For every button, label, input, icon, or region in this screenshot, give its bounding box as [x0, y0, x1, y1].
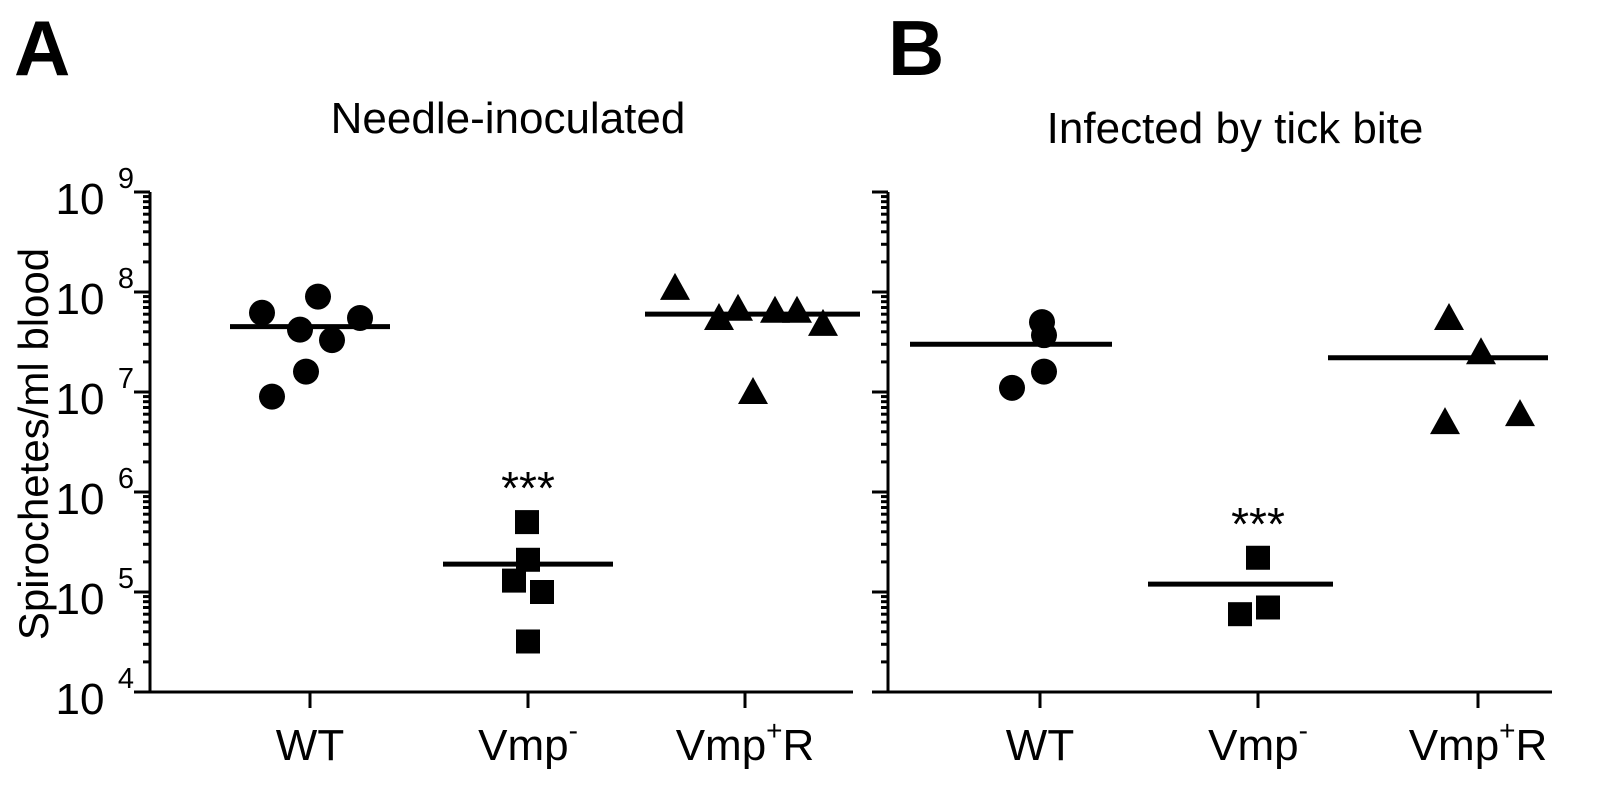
y-tick-exponent: 8	[118, 263, 134, 295]
panel-b-title: Infected by tick bite	[1047, 104, 1424, 153]
panel-a-point-square	[530, 580, 554, 604]
y-tick-label: 10	[56, 275, 105, 324]
panel-b-x-tick-label: Vmp-	[1208, 715, 1308, 770]
panel-b-point-circle	[999, 374, 1025, 401]
panel-b-x-tick-label: Vmp+R	[1409, 715, 1548, 770]
y-tick-exponent: 6	[118, 463, 134, 495]
y-tick-exponent: 9	[118, 163, 134, 195]
panel-a-point-square	[515, 510, 539, 535]
panel-a-title: Needle-inoculated	[331, 94, 686, 143]
panel-a-point-circle	[293, 358, 319, 385]
panel-a-significance-annotation: ***	[501, 462, 555, 514]
y-tick-label: 10	[56, 475, 105, 524]
panel-b-point-triangle	[1505, 399, 1535, 427]
panel-a-point-circle	[305, 283, 331, 310]
y-tick-label: 10	[56, 175, 105, 224]
panel-b-letter: B	[888, 4, 944, 92]
panel-a-point-triangle	[738, 377, 768, 404]
panel-a-letter: A	[14, 4, 70, 92]
panel-a-point-square	[516, 629, 540, 654]
panel-b-point-circle	[1031, 358, 1057, 385]
y-axis-label: Spirochetes/ml blood	[10, 248, 57, 640]
panel-a-x-tick-label: WT	[276, 721, 344, 770]
panel-a-point-triangle	[782, 295, 812, 323]
panel-b-point-triangle	[1434, 302, 1464, 330]
y-tick-exponent: 7	[118, 363, 134, 395]
panel-b-point-square	[1256, 595, 1280, 620]
panel-a-point-square	[516, 547, 540, 572]
panel-a-point-square	[502, 568, 526, 593]
panel-a-point-triangle	[723, 293, 753, 321]
panel-b-point-triangle	[1430, 407, 1460, 435]
y-tick-label: 10	[56, 675, 105, 724]
panel-a-point-triangle	[808, 308, 838, 336]
panel-b-point-circle	[1031, 322, 1057, 349]
plot-layer: 10 4 10 5 10 6 10 7 10 8 10 9 WT Vmp- Vmp+R *** WT Vmp- Vm…	[56, 163, 1552, 770]
y-tick-label: 10	[56, 375, 105, 424]
panel-a-x-tick-label: Vmp+R	[676, 715, 815, 770]
panel-a-point-triangle	[660, 272, 690, 300]
y-tick-exponent: 5	[118, 563, 134, 595]
y-tick-label: 10	[56, 575, 105, 624]
panel-a-x-tick-label: Vmp-	[478, 715, 578, 770]
panel-b-point-square	[1228, 602, 1252, 627]
panel-a-point-circle	[249, 299, 275, 326]
y-tick-exponent: 4	[118, 663, 134, 695]
panel-a-point-circle	[319, 327, 345, 354]
panel-a-point-circle	[259, 383, 285, 410]
panel-b-x-tick-label: WT	[1006, 721, 1074, 770]
panel-b-significance-annotation: ***	[1231, 498, 1285, 550]
panel-b-point-square	[1246, 545, 1270, 570]
panel-a-point-circle	[287, 316, 313, 343]
